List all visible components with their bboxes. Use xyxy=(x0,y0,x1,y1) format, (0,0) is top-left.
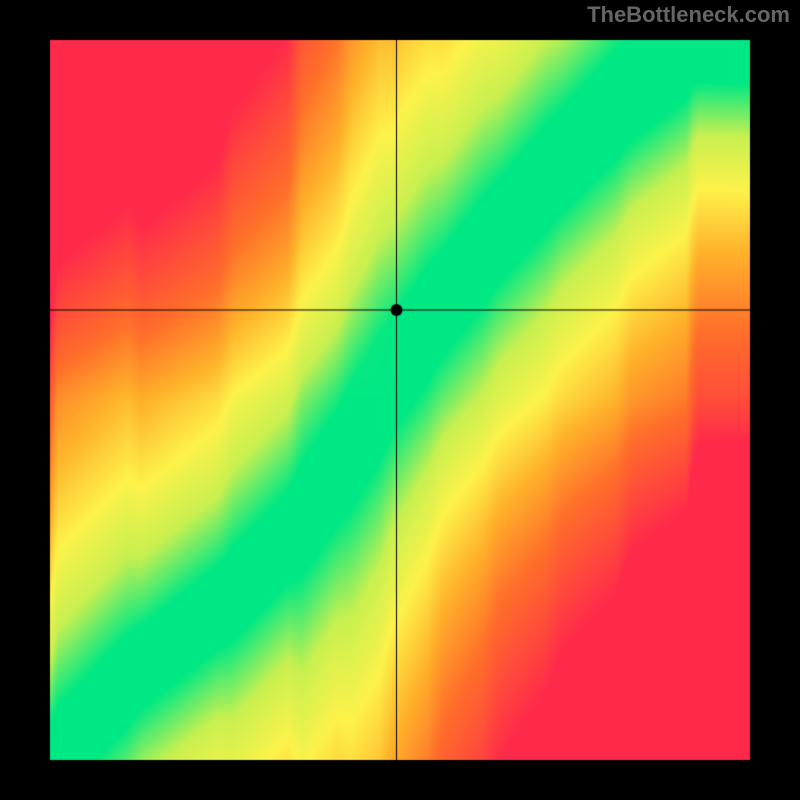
bottleneck-heatmap xyxy=(0,0,800,800)
watermark-text: TheBottleneck.com xyxy=(587,2,790,28)
